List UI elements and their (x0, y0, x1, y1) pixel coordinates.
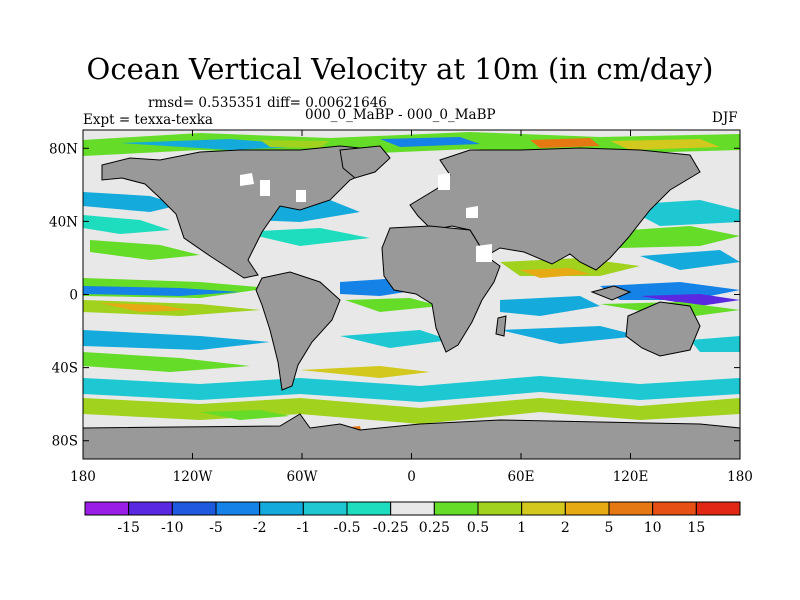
colorbar-label: -0.25 (373, 520, 409, 536)
colorbar-box (564, 501, 610, 516)
lon-tick-label: 0 (407, 469, 416, 485)
colorbar-box (390, 501, 435, 516)
land-indonesia (590, 285, 632, 301)
colorbar-label: 10 (644, 520, 662, 536)
lat-tick-label: 80S (52, 434, 78, 450)
colorbar (84, 501, 741, 516)
lat-tick-label: 40S (52, 361, 78, 377)
colorbar-label: -5 (209, 520, 223, 536)
colorbar-label: 5 (605, 520, 614, 536)
lon-tick-label: 60W (286, 469, 317, 485)
lat-tick-label: 0 (69, 288, 78, 304)
season-label: DJF (712, 110, 738, 126)
colorbar-box (259, 501, 304, 516)
lon-tick-label: 120E (613, 469, 649, 485)
period-label: 000_0_MaBP - 000_0_MaBP (305, 107, 496, 123)
colorbar-box (521, 501, 566, 516)
land-masses (82, 145, 741, 460)
colorbar-box (433, 501, 479, 516)
colorbar-label: -10 (161, 520, 184, 536)
colorbar-box (84, 501, 130, 516)
map-title: Ocean Vertical Velocity at 10m (in cm/da… (86, 52, 714, 86)
colorbar-box (477, 501, 523, 516)
colorbar-label: 0.5 (467, 520, 489, 536)
colorbar-label: 15 (687, 520, 705, 536)
land-madagascar (495, 315, 507, 337)
colorbar-labels: -15 -10 -5 -2 -1 -0.5 -0.25 0.25 0.5 1 2 5 10 15 (117, 520, 705, 536)
experiment-label: Expt = texxa-texka (83, 112, 213, 128)
colorbar-box (128, 501, 173, 516)
colorbar-box (302, 501, 348, 516)
colorbar-box (346, 501, 392, 516)
land-australia (625, 301, 701, 357)
colorbar-label: -2 (253, 520, 267, 536)
colorbar-box (652, 501, 697, 516)
lon-tick-label: 180 (727, 469, 753, 485)
lat-tick-label: 40N (49, 214, 78, 230)
colorbar-label: 1 (517, 520, 526, 536)
colorbar-box (171, 501, 217, 516)
lon-tick-label: 120W (173, 469, 213, 485)
land-south-america (255, 271, 341, 391)
colorbar-label: -15 (117, 520, 140, 536)
colorbar-box (608, 501, 654, 516)
inland-water (240, 173, 492, 262)
colorbar-label: -1 (297, 520, 311, 536)
colorbar-label: -0.5 (334, 520, 361, 536)
lon-tick-label: 60E (507, 469, 534, 485)
colorbar-label: 2 (561, 520, 570, 536)
land-north-america (101, 145, 381, 279)
lon-tick-label: 180 (70, 469, 96, 485)
stats-label: rmsd= 0.535351 diff= 0.00621646 (148, 95, 387, 111)
longitude-axis: 180 120W 60W 0 60E 120E 180 (70, 130, 753, 485)
colorbar-label: 0.25 (419, 520, 450, 536)
colorbar-box (695, 501, 741, 516)
latitude-axis: 80N 40N 0 40S 80S (49, 141, 740, 450)
land-greenland (339, 145, 391, 179)
colorbar-box (215, 501, 261, 516)
land-eurasia (409, 147, 701, 271)
lat-tick-label: 80N (49, 141, 78, 157)
